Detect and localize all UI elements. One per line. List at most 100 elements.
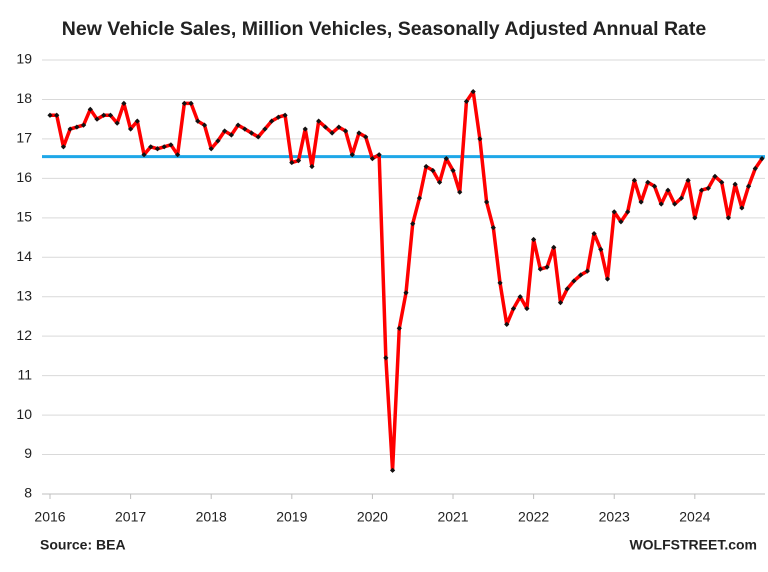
data-point (504, 321, 510, 327)
data-point (557, 300, 564, 306)
data-point (295, 158, 302, 164)
data-point (685, 177, 691, 183)
data-point (470, 88, 476, 95)
data-point (631, 177, 637, 183)
data-point (248, 130, 255, 136)
data-point (658, 201, 664, 207)
data-point (336, 124, 342, 130)
data-point (141, 152, 147, 158)
y-tick-label: 13 (16, 287, 32, 303)
data-point (322, 124, 328, 130)
data-point (591, 231, 597, 237)
data-point (484, 199, 490, 205)
data-point (148, 144, 154, 150)
data-point (531, 236, 537, 243)
data-point (430, 167, 436, 174)
data-point (416, 195, 423, 201)
data-point (403, 290, 409, 296)
data-point (255, 134, 261, 140)
data-point (389, 467, 396, 473)
data-point (356, 130, 362, 136)
data-point (698, 187, 705, 193)
data-point (692, 215, 698, 221)
data-point (235, 122, 241, 128)
data-point (107, 112, 114, 118)
data-point (672, 201, 678, 207)
data-point (154, 146, 161, 152)
data-point (94, 116, 100, 122)
data-point (578, 272, 584, 278)
x-tick-label: 2019 (276, 509, 307, 525)
data-point (584, 268, 590, 274)
y-tick-label: 16 (16, 169, 32, 185)
data-point (551, 244, 557, 251)
data-point (161, 144, 167, 150)
data-point (134, 118, 140, 124)
data-point (450, 167, 456, 174)
data-point (759, 156, 765, 162)
data-point (101, 112, 107, 118)
data-point (128, 126, 134, 132)
data-point (275, 114, 281, 120)
data-point (309, 163, 315, 170)
data-point (510, 305, 517, 312)
data-point (490, 225, 496, 231)
y-tick-label: 14 (16, 248, 32, 264)
data-point (114, 120, 120, 126)
data-point (678, 195, 684, 201)
data-point (463, 98, 470, 105)
data-point (74, 124, 80, 130)
x-tick-label: 2021 (437, 509, 468, 525)
x-tick-label: 2023 (599, 509, 630, 525)
data-point (396, 325, 402, 331)
x-tick-label: 2022 (518, 509, 549, 525)
data-point (604, 276, 611, 282)
data-point (705, 185, 711, 191)
data-point (316, 118, 322, 124)
data-point (195, 118, 201, 124)
x-tick-label: 2020 (357, 509, 388, 525)
brand: WOLFSTREET.com (629, 537, 757, 553)
data-point (457, 189, 463, 195)
data-point (745, 183, 752, 189)
data-point (47, 112, 53, 118)
data-point (497, 280, 503, 286)
data-point (719, 179, 725, 185)
chart-title: New Vehicle Sales, Million Vehicles, Sea… (62, 18, 707, 40)
data-point (712, 173, 718, 179)
data-point (201, 122, 208, 128)
y-tick-label: 11 (17, 366, 32, 382)
x-tick-label: 2018 (196, 509, 227, 525)
data-point (208, 146, 214, 152)
y-tick-label: 9 (24, 445, 32, 461)
data-point (369, 156, 376, 162)
data-point (436, 179, 443, 185)
data-point (383, 355, 389, 361)
x-tick-label: 2016 (34, 509, 65, 525)
data-point (302, 126, 308, 132)
data-point (269, 118, 275, 124)
data-point (443, 156, 449, 162)
y-tick-label: 18 (16, 90, 32, 106)
y-tick-label: 12 (16, 327, 32, 343)
data-point (87, 106, 93, 112)
x-tick-label: 2024 (679, 509, 710, 525)
data-point (651, 183, 658, 189)
data-point (242, 126, 248, 132)
data-point (645, 179, 651, 185)
data-point (410, 221, 416, 227)
data-point (544, 264, 550, 270)
data-point (54, 112, 60, 118)
data-point (537, 266, 543, 272)
data-point (188, 100, 194, 106)
data-point (222, 128, 228, 134)
data-point (262, 126, 268, 132)
y-tick-label: 8 (24, 485, 32, 501)
data-point (625, 209, 631, 215)
data-point (665, 187, 671, 193)
data-point (181, 100, 187, 106)
data-point (638, 199, 644, 205)
data-point (725, 215, 732, 221)
data-point (376, 152, 382, 158)
y-tick-label: 17 (16, 130, 32, 146)
